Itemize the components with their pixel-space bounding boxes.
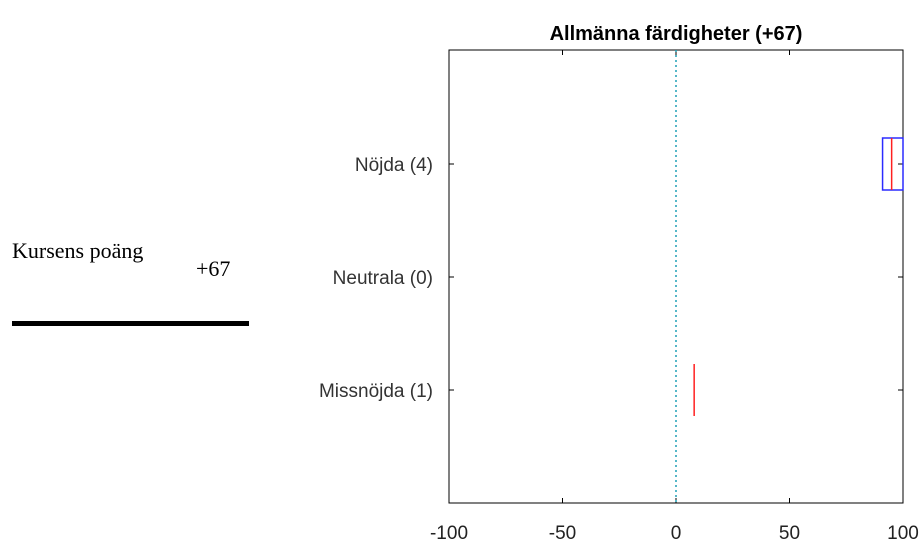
course-score-panel: Kursens poäng +67 <box>0 0 260 542</box>
x-tick-label: 0 <box>671 523 682 542</box>
x-tick-label: 50 <box>779 523 800 542</box>
course-score-label: Kursens poäng <box>12 238 144 263</box>
x-tick-label: 100 <box>887 523 919 542</box>
plot-area: -100 -50 0 50 100 Nöjda (4) Neutrala (0) Missnö… <box>319 49 919 542</box>
x-tick-label: -50 <box>549 523 576 542</box>
y-tick-label: Neutrala (0) <box>333 268 433 289</box>
course-score-value: +67 <box>196 256 231 281</box>
score-underline <box>12 321 249 326</box>
chart-title: Allmänna färdigheter (+67) <box>550 23 803 45</box>
y-tick-label: Nöjda (4) <box>355 155 433 176</box>
box-iqr <box>881 137 904 191</box>
y-tick-label: Missnöjda (1) <box>319 381 433 402</box>
x-tick-label: -100 <box>430 523 468 542</box>
